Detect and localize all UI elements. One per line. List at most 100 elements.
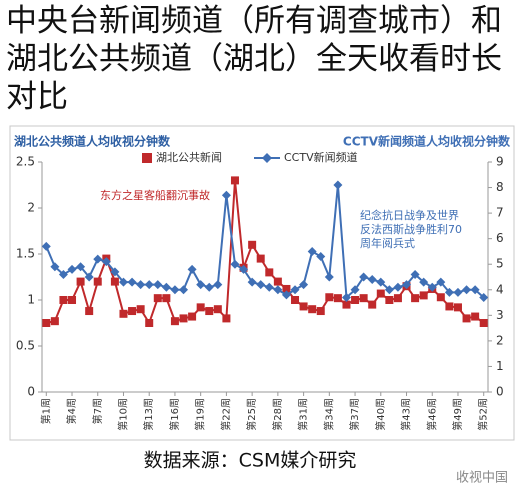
x-tick-label: 第28周: [271, 398, 284, 431]
x-tick-label: 第16周: [168, 398, 181, 431]
y2-tick-label: 8: [496, 180, 504, 194]
point: [308, 305, 317, 314]
point: [50, 262, 60, 272]
point: [359, 272, 369, 282]
annotation: 纪念抗日战争及世界: [360, 208, 459, 222]
point: [127, 277, 137, 287]
point: [256, 254, 265, 263]
x-tick-label: 第31周: [297, 398, 310, 431]
point: [282, 284, 291, 293]
y-tick-label: 1: [27, 293, 35, 307]
point: [42, 319, 51, 327]
point: [204, 282, 214, 292]
point: [161, 282, 171, 292]
point: [239, 264, 249, 274]
point: [299, 302, 308, 311]
point: [68, 296, 77, 304]
point: [368, 300, 377, 309]
point: [444, 287, 454, 297]
y-tick-label: 0.5: [16, 339, 35, 353]
point: [144, 280, 154, 290]
point: [411, 294, 420, 303]
y2-tick-label: 7: [496, 206, 504, 220]
point: [41, 241, 51, 251]
point: [136, 280, 146, 290]
point: [471, 312, 480, 321]
y2-tick-label: 5: [496, 257, 504, 271]
y2-tick-label: 4: [496, 282, 504, 296]
point: [222, 314, 231, 323]
point: [118, 277, 128, 287]
point: [316, 252, 326, 262]
point: [307, 246, 317, 256]
point: [470, 285, 480, 295]
point: [213, 305, 222, 314]
point: [162, 294, 171, 303]
x-tick-label: 第34周: [322, 398, 335, 431]
point: [376, 277, 386, 287]
point: [427, 282, 437, 292]
point: [359, 294, 368, 303]
y-tick-label: 2: [27, 201, 35, 215]
point: [385, 296, 394, 304]
point: [84, 272, 94, 282]
point: [325, 293, 334, 302]
y2-tick-label: 3: [496, 308, 504, 322]
x-tick-label: 第7周: [91, 398, 104, 424]
point: [85, 307, 94, 316]
point: [453, 287, 463, 297]
annotation: 周年阅兵式: [360, 236, 415, 250]
point: [196, 280, 206, 290]
point: [128, 307, 137, 316]
point: [291, 296, 300, 304]
point: [333, 294, 342, 303]
point: [419, 291, 428, 300]
point: [230, 176, 239, 185]
x-tick-label: 第4周: [65, 398, 78, 424]
point: [453, 303, 462, 312]
point: [342, 300, 351, 309]
point: [170, 285, 180, 295]
point: [393, 282, 403, 292]
point: [205, 307, 214, 316]
point: [187, 264, 197, 274]
x-tick-label: 第22周: [219, 398, 232, 431]
point: [136, 305, 145, 314]
point: [376, 289, 385, 298]
point: [290, 285, 300, 295]
point: [333, 180, 343, 190]
watermark: 收视中国: [456, 471, 508, 486]
source: 数据来源：CSM媒介研究: [144, 450, 357, 472]
point: [350, 285, 360, 295]
point: [67, 264, 77, 274]
y-tick-label: 2.5: [16, 155, 35, 169]
y2-tick-label: 9: [496, 155, 504, 169]
y-tick-label: 0: [27, 385, 35, 399]
legend-swatch: [142, 153, 152, 163]
y2-axis-title: CCTV新闻频道人均收视分钟数: [343, 134, 511, 149]
point: [419, 277, 429, 287]
point: [50, 317, 59, 326]
point: [76, 262, 86, 272]
annotation: 反法西斯战争胜利70: [360, 222, 462, 236]
point: [299, 280, 309, 290]
point: [101, 257, 111, 267]
point: [76, 277, 85, 286]
point: [153, 294, 162, 303]
point: [367, 275, 377, 285]
x-tick-label: 第49周: [451, 398, 464, 431]
point: [119, 309, 128, 318]
y-axis-title: 湖北公共频道人均收视分钟数: [14, 134, 171, 149]
point: [445, 302, 454, 311]
point: [213, 280, 223, 290]
point: [265, 268, 274, 277]
series-line: [46, 180, 485, 326]
page-title: 中央台新闻频道（所有调查城市）和湖北公共频道（湖北）全天收看时长对比: [6, 3, 502, 115]
point: [324, 272, 334, 282]
point: [351, 296, 360, 304]
point: [179, 314, 188, 323]
x-tick-label: 第52周: [477, 398, 490, 431]
point: [196, 303, 205, 312]
point: [393, 294, 402, 303]
